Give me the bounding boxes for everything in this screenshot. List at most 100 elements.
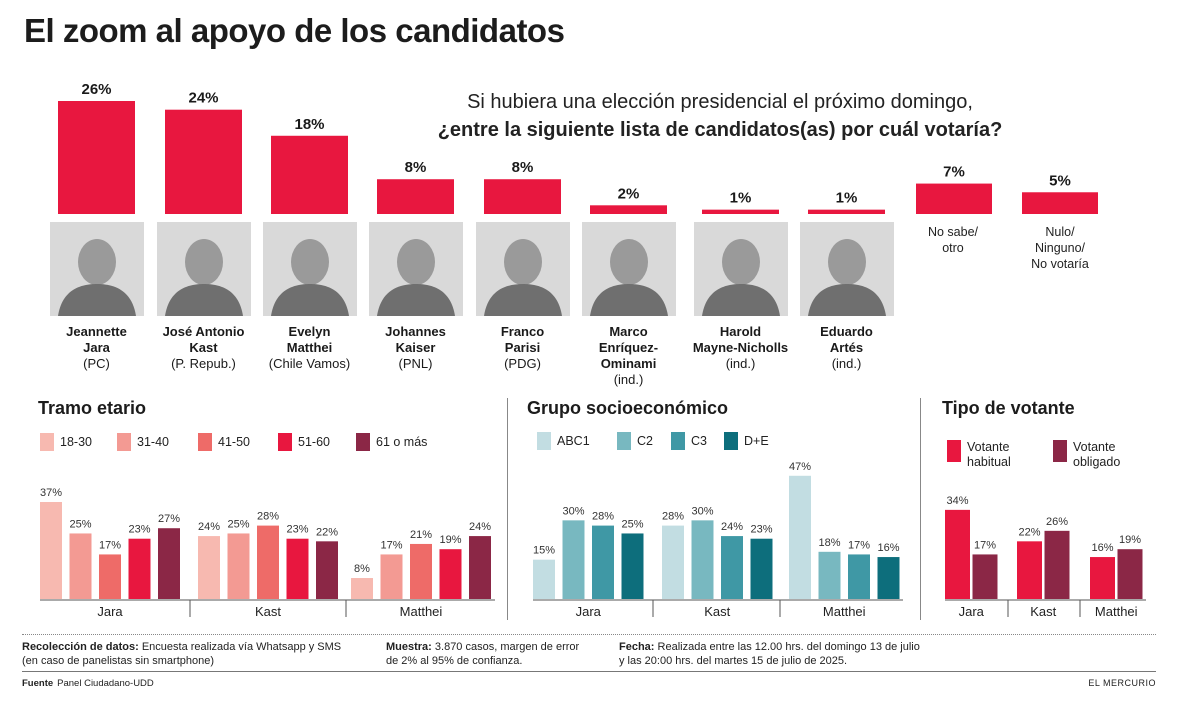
category-tick-label: Jara bbox=[576, 604, 602, 619]
section-divider bbox=[507, 398, 508, 620]
legend-label-line: habitual bbox=[967, 455, 1011, 469]
overall-value-label: 2% bbox=[618, 185, 640, 202]
breakdown-value-label: 16% bbox=[1091, 542, 1113, 554]
category-tick-label: Matthei bbox=[400, 604, 443, 619]
legend-item-age: 61 o más bbox=[356, 433, 427, 451]
breakdown-bar bbox=[562, 520, 585, 599]
breakdown-bar bbox=[972, 554, 998, 599]
candidate-last-name: Mayne-Nicholls bbox=[692, 340, 789, 355]
overall-value-label: 18% bbox=[294, 116, 324, 133]
breakdown-value-label: 18% bbox=[818, 537, 840, 549]
breakdown-value-label: 30% bbox=[562, 505, 584, 517]
legend-swatch bbox=[1053, 440, 1067, 462]
legend-item-age: 18-30 bbox=[40, 433, 92, 451]
breakdown-bar bbox=[621, 533, 644, 599]
breakdown-bar bbox=[592, 525, 614, 599]
footer-source: Fuente Panel Ciudadano-UDD bbox=[22, 678, 154, 689]
candidate-party: (Chile Vamos) bbox=[268, 356, 351, 371]
legend-item-habitual: Votante habitual bbox=[947, 440, 1011, 470]
footer-divider bbox=[22, 634, 1156, 635]
breakdown-value-label: 17% bbox=[99, 539, 121, 551]
legend-label: C3 bbox=[691, 434, 707, 448]
person-silhouette-icon bbox=[475, 222, 570, 316]
footer-label: Muestra: bbox=[386, 641, 432, 653]
breakdown-bar bbox=[351, 578, 373, 599]
footer-label: Fecha: bbox=[619, 641, 655, 653]
footer-sample: Muestra: 3.870 casos, margen de error de… bbox=[386, 640, 579, 668]
candidate-name: Franco Parisi (PDG) bbox=[467, 324, 579, 372]
overall-bar bbox=[916, 183, 992, 214]
person-silhouette-icon bbox=[581, 222, 676, 316]
candidate-photo bbox=[156, 222, 251, 316]
breakdown-value-label: 23% bbox=[128, 524, 150, 536]
breakdown-bar bbox=[316, 541, 338, 599]
breakdown-value-label: 21% bbox=[410, 529, 432, 541]
legend-swatch bbox=[117, 433, 131, 451]
breakdown-value-label: 15% bbox=[533, 545, 555, 557]
breakdown-value-label: 25% bbox=[69, 518, 91, 530]
overall-value-label: 1% bbox=[730, 190, 752, 207]
breakdown-bar bbox=[40, 502, 62, 599]
person-silhouette-icon bbox=[368, 222, 463, 316]
candidate-last-name: Parisi bbox=[504, 340, 541, 355]
other-label-no-sabe: No sabe/ otro bbox=[903, 224, 1003, 256]
section-title-voter: Tipo de votante bbox=[942, 398, 1075, 418]
candidate-party: (ind.) bbox=[831, 356, 862, 371]
other-label-nulo: Nulo/ Ninguno/ No votaría bbox=[1010, 224, 1110, 272]
category-tick-label: Matthei bbox=[823, 604, 866, 619]
candidate-name: Harold Mayne-Nicholls (ind.) bbox=[685, 324, 797, 372]
candidate-last-name: Kaiser bbox=[395, 340, 436, 355]
footer-rule bbox=[22, 671, 1156, 672]
person-silhouette-icon bbox=[799, 222, 894, 316]
category-tick-label: Jara bbox=[959, 604, 985, 619]
candidate-party: (PC) bbox=[83, 356, 110, 371]
category-tick-label: Kast bbox=[704, 604, 730, 619]
legend-label: 18-30 bbox=[60, 435, 92, 449]
breakdown-bar bbox=[128, 538, 151, 599]
breakdown-value-label: 16% bbox=[877, 542, 899, 554]
other-line: Ninguno/ bbox=[1034, 241, 1086, 255]
candidate-first-name: Eduardo bbox=[820, 324, 873, 339]
legend-item-ses: ABC1 bbox=[537, 432, 590, 450]
candidate-last-name: Kast bbox=[189, 340, 218, 355]
overall-value-label: 8% bbox=[512, 159, 534, 176]
breakdown-value-label: 28% bbox=[662, 511, 684, 523]
breakdown-value-label: 22% bbox=[316, 526, 338, 538]
category-tick-label: Matthei bbox=[1095, 604, 1138, 619]
section-title-age: Tramo etario bbox=[38, 398, 147, 418]
breakdown-value-label: 19% bbox=[439, 534, 461, 546]
question-line-2: ¿entre la siguiente lista de candidatos(… bbox=[437, 119, 1003, 141]
breakdown-value-label: 26% bbox=[1046, 516, 1068, 528]
overall-vote-chart: 26% 24% 18% 8% 8% 2% 1% 1% 7% 5% bbox=[58, 81, 1098, 214]
breakdown-value-label: 19% bbox=[1119, 534, 1141, 546]
candidate-first-name: Harold bbox=[719, 324, 762, 339]
breakdown-bar bbox=[721, 536, 743, 599]
candidate-photo bbox=[799, 222, 894, 316]
breakdown-value-label: 47% bbox=[789, 461, 811, 473]
breakdown-value-label: 28% bbox=[592, 511, 614, 523]
breakdown-bar bbox=[691, 520, 714, 599]
candidate-photo bbox=[581, 222, 676, 316]
legend-label-line: Votante bbox=[1073, 440, 1116, 454]
breakdown-bar bbox=[257, 525, 279, 599]
breakdown-bar bbox=[158, 528, 180, 599]
breakdown-bar bbox=[750, 538, 773, 599]
breakdown-bar bbox=[1044, 530, 1070, 599]
publisher-brand: EL MERCURIO bbox=[1088, 678, 1156, 688]
legend-label: Votante obligado bbox=[1073, 440, 1120, 470]
breakdown-bar bbox=[877, 557, 900, 599]
breakdown-bar bbox=[410, 543, 432, 599]
legend-item-age: 41-50 bbox=[198, 433, 250, 451]
candidate-first-name: Evelyn bbox=[288, 324, 331, 339]
breakdown-value-label: 24% bbox=[469, 521, 491, 533]
legend-swatch bbox=[724, 432, 738, 450]
candidate-photo bbox=[262, 222, 357, 316]
legend-label: 31-40 bbox=[137, 435, 169, 449]
other-line: No votaría bbox=[1031, 257, 1089, 271]
breakdown-value-label: 23% bbox=[286, 524, 308, 536]
overall-bar bbox=[702, 209, 779, 214]
footer-text: Encuesta realizada vía Whatsapp y SMS bbox=[138, 641, 342, 653]
footer-text: y las 20:00 hrs. del martes 15 de julio … bbox=[619, 655, 848, 667]
breakdown-value-label: 25% bbox=[227, 518, 249, 530]
